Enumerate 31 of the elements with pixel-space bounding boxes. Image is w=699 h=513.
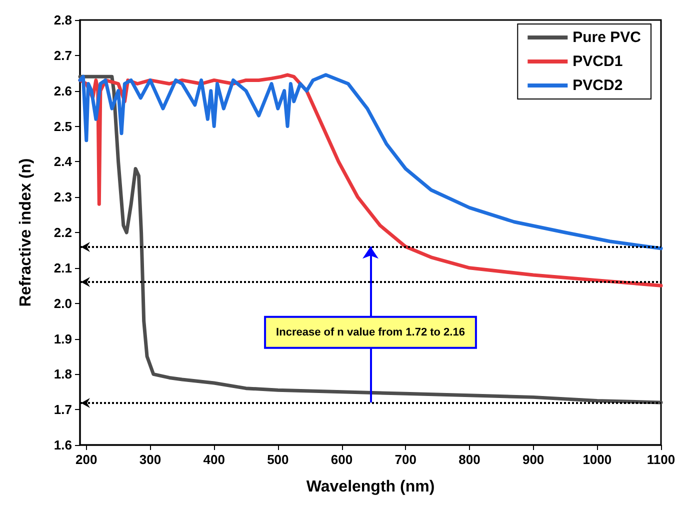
y-tick-label: 2.7 [54,48,72,63]
line-series [78,74,663,404]
y-tick-label: 2.6 [54,83,72,98]
y-tick-label: 2.4 [54,154,73,170]
x-tick-label: 900 [522,452,544,467]
x-axis-title: Wavelength (nm) [306,478,435,496]
x-tick-label: 300 [139,452,162,467]
y-tick-label: 2.5 [54,118,72,134]
x-tick-label: 1100 [646,452,676,467]
annotation: Increase of n value from 1.72 to 2.16 [276,326,465,338]
line-series [78,73,663,250]
y-tick-label: 1.8 [54,366,72,382]
y-tick-label: 2.8 [54,12,72,28]
y-tick-label: 1.7 [54,402,72,418]
legend-label: PVCD1 [572,53,623,70]
x-tick-label: 200 [76,452,98,467]
y-tick-label: 2.0 [54,296,72,311]
y-tick-label: 1.6 [54,438,72,452]
x-tick-label: 600 [330,452,353,467]
y-tick-label: 1.9 [54,331,72,346]
y-axis-title: Refractive index (n) [18,158,34,307]
x-tick-label: 500 [267,452,289,467]
x-tick-label: 800 [458,452,480,467]
y-tick-label: 2.3 [54,190,72,205]
legend-label: Pure PVC [572,29,642,46]
y-tick-label: 2.1 [54,260,72,276]
x-tick-label: 400 [203,452,225,467]
y-tick-label: 2.2 [54,225,72,240]
x-tick-label: 700 [394,452,416,467]
legend-label: PVCD2 [572,77,623,94]
x-tick-label: 1000 [582,452,612,467]
